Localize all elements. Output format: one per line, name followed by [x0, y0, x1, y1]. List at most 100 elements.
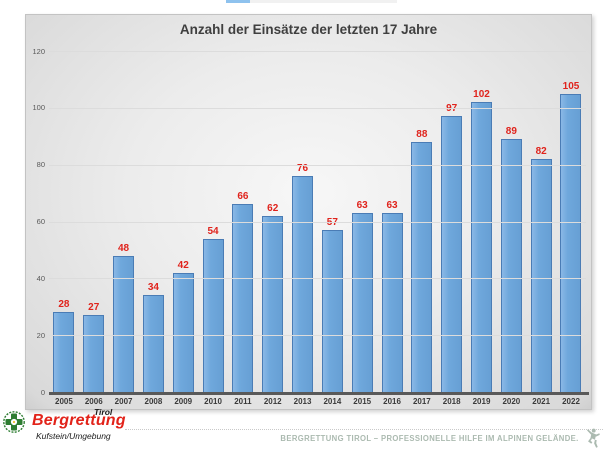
- chart-container: Anzahl der Einsätze der letzten 17 Jahre…: [25, 14, 592, 410]
- bar-column: 27: [79, 303, 109, 392]
- bar-value-label: 97: [446, 103, 458, 115]
- bar[interactable]: [321, 230, 343, 392]
- bar-value-label: 105: [562, 80, 580, 92]
- x-axis-tick-label: 2018: [442, 397, 461, 406]
- bar[interactable]: [292, 176, 314, 392]
- gridline: [49, 278, 586, 280]
- y-axis-tick-label: 120: [32, 46, 45, 56]
- bar[interactable]: [560, 93, 582, 392]
- bar-value-label: 66: [237, 191, 249, 203]
- bar[interactable]: [441, 116, 463, 392]
- bar[interactable]: [83, 315, 105, 392]
- bar[interactable]: [262, 215, 284, 392]
- gridline: [49, 107, 586, 109]
- climber-icon: [587, 428, 600, 448]
- bar[interactable]: [172, 272, 194, 392]
- bar[interactable]: [113, 255, 135, 392]
- bar-value-label: 76: [296, 163, 309, 175]
- x-axis-tick-label: 2009: [174, 397, 193, 406]
- bar-value-label: 57: [326, 217, 338, 229]
- bar-column: 82: [526, 145, 556, 392]
- bar[interactable]: [530, 158, 552, 392]
- y-axis-tick-label: 80: [36, 160, 45, 170]
- bar-value-label: 42: [177, 259, 189, 271]
- bar[interactable]: [411, 141, 433, 392]
- bar[interactable]: [381, 212, 403, 392]
- bar-column: 63: [347, 199, 377, 392]
- bar[interactable]: [351, 212, 373, 392]
- x-axis-tick-label: 2006: [84, 397, 103, 406]
- x-axis-tick-label: 2005: [55, 397, 73, 406]
- bar-value-label: 27: [88, 302, 100, 314]
- x-axis-tick-label: 2013: [293, 397, 312, 406]
- y-axis-tick-label: 60: [36, 217, 45, 226]
- bar-value-label: 89: [505, 126, 517, 138]
- x-axis-tick-label: 2021: [532, 397, 551, 406]
- bar-column: 28: [49, 300, 79, 392]
- gridline: [49, 164, 586, 166]
- x-axis-tick-label: 2008: [144, 397, 163, 406]
- bar[interactable]: [142, 295, 164, 392]
- bar-value-label: 28: [58, 299, 70, 311]
- bar[interactable]: [202, 238, 224, 392]
- gridline: [49, 335, 586, 337]
- logo-brand-text: Bergrettung: [32, 412, 126, 429]
- bergrettung-emblem-icon: [3, 411, 25, 433]
- x-axis-tick-label: 2007: [114, 397, 133, 406]
- bar[interactable]: [471, 102, 492, 392]
- bar-column: 34: [138, 283, 168, 392]
- bar-value-label: 34: [147, 282, 159, 294]
- bar-column: 88: [407, 128, 437, 392]
- bar-column: 63: [377, 199, 407, 392]
- x-axis-tick-label: 2020: [502, 397, 521, 406]
- slide-progress-bar[interactable]: [226, 0, 397, 3]
- chart-title: Anzahl der Einsätze der letzten 17 Jahre: [179, 22, 438, 37]
- x-axis-tick-label: 2015: [353, 397, 372, 406]
- x-axis-tick-label: 2016: [383, 397, 401, 406]
- y-axis-tick-label: 20: [36, 330, 45, 340]
- bar-column: 48: [109, 242, 139, 392]
- y-axis-tick-label: 0: [40, 387, 45, 397]
- bar-column: 62: [258, 202, 288, 392]
- y-axis-tick-label: 100: [32, 103, 45, 113]
- gridline: [49, 51, 586, 52]
- x-axis-labels: 2005 2006 2007 2008 2009 2010 2011 2012 2013 2014…: [49, 397, 586, 406]
- bar-value-label: 54: [207, 225, 219, 237]
- bar[interactable]: [232, 204, 254, 392]
- footer-divider: [125, 429, 603, 430]
- bar-value-label: 63: [356, 199, 368, 211]
- bar-column: 76: [288, 164, 318, 392]
- x-axis-tick-label: 2017: [412, 397, 431, 406]
- bar-column: 89: [496, 127, 526, 392]
- bar-column: 42: [168, 259, 198, 392]
- bar-value-label: 82: [535, 145, 547, 157]
- bar-value-label: 63: [386, 199, 398, 211]
- bar-column: 102: [467, 90, 497, 392]
- x-axis-tick-label: 2012: [263, 397, 282, 406]
- bar[interactable]: [500, 139, 522, 392]
- bars-group: 28 27 48 34 42 54 66 62 76 57 63 63 88 97 102 89 82 105: [49, 51, 586, 392]
- logo-region-text: Tirol: [94, 407, 113, 417]
- x-axis-tick-label: 2010: [204, 397, 222, 406]
- bar-column: 66: [228, 192, 258, 392]
- x-axis-tick-label: 2022: [562, 397, 580, 406]
- logo-subtitle-text: Kufstein/Umgebung: [36, 431, 111, 441]
- x-axis-tick-label: 2019: [472, 397, 491, 406]
- footer-tagline: BERGRETTUNG TIROL – PROFESSIONELLE HILFE…: [280, 434, 579, 443]
- gridline: [49, 221, 586, 223]
- slide-progress-fill: [226, 0, 250, 3]
- bar[interactable]: [53, 312, 75, 392]
- plot-area: 28 27 48 34 42 54 66 62 76 57 63 63 88 97 102 89 82 105: [49, 51, 586, 392]
- bar-column: 105: [556, 80, 586, 392]
- x-axis-tick-label: 2011: [234, 397, 252, 406]
- bar-column: 97: [437, 104, 467, 392]
- x-axis-tick-label: 2014: [323, 397, 342, 406]
- y-axis-tick-label: 40: [36, 273, 45, 283]
- bar-value-label: 62: [267, 202, 279, 214]
- bar-value-label: 88: [416, 128, 428, 140]
- bar-column: 57: [317, 218, 347, 392]
- bar-column: 54: [198, 225, 228, 392]
- bar-value-label: 102: [473, 89, 490, 101]
- bar-value-label: 48: [118, 242, 130, 254]
